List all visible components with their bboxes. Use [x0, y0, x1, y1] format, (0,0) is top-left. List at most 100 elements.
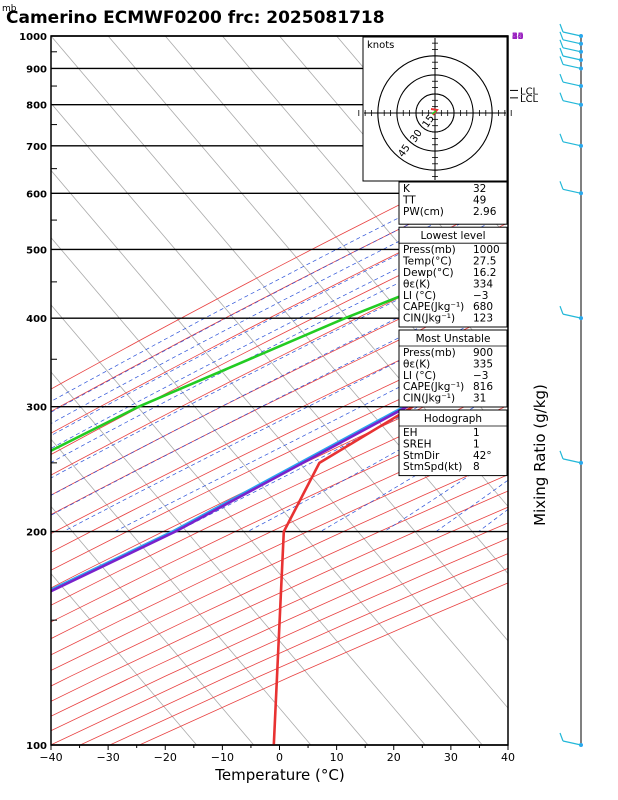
mixing-ratio-label: 2: [512, 32, 518, 42]
sounding-line-0: [272, 346, 508, 745]
temperature-tick-label: −20: [154, 751, 177, 764]
indices-top-row-label: TT: [402, 194, 416, 206]
mixing-ratio-label: 16: [512, 32, 524, 42]
temperature-tick-label: 0: [276, 751, 283, 764]
lowest-level-row-label: LI (°C): [403, 290, 436, 302]
dry-adiabat-line: [51, 490, 508, 702]
mixing-ratio-label: 35: [512, 32, 523, 42]
mixing-ratio-label: 6: [512, 32, 518, 42]
moist-adiabat-line: [51, 186, 508, 424]
dry-adiabat-line: [51, 404, 508, 623]
dry-adiabat-line: [51, 308, 508, 534]
pressure-tick-label: 700: [26, 142, 47, 153]
chart-title: Camerino ECMWF0200 frc: 2025081718: [6, 8, 385, 28]
wind-barb-column: [559, 23, 583, 747]
isotherm-line: [51, 573, 197, 745]
indices-top-box: [398, 181, 508, 225]
lowest-level-row-value: −3: [473, 290, 488, 302]
isotherm-line: [51, 371, 369, 745]
temperature-tick-label: 20: [387, 751, 401, 764]
temperature-tick-label: −40: [39, 751, 62, 764]
isotherm-line: [51, 304, 426, 745]
lowest-level-row-label: CIN(Jkg⁻¹): [403, 313, 455, 325]
dry-adiabat-line: [51, 506, 508, 717]
pressure-tick-label: 800: [26, 101, 47, 112]
most-unstable-row-label: θε(K): [403, 358, 430, 370]
dry-adiabat-line: [51, 386, 508, 606]
pressure-tick-label: 100: [26, 741, 47, 752]
most-unstable-row-label: CAPE(Jkg⁻¹): [403, 381, 464, 393]
indices-top-row-label: PW(cm): [403, 206, 444, 218]
stability-indices-panel: K 32 TT 49 PW(cm) 2.96 Lowest level Press(mb) 10…: [398, 181, 508, 477]
wind-barb-staff: [562, 55, 582, 61]
isotherm-line: [51, 36, 508, 575]
wind-barb-staff: [562, 100, 582, 106]
most-unstable-row-value: 335: [473, 358, 493, 370]
lowest-level-row-label: Temp(°C): [402, 256, 452, 268]
wind-barb-flag: [559, 31, 564, 41]
lcl-label: LCL: [520, 94, 539, 105]
mixing-ratio-label: 3: [512, 32, 518, 42]
most-unstable-row-value: −3: [473, 370, 488, 382]
hodograph-trace-2: [431, 110, 437, 115]
wind-barb-staff: [562, 31, 582, 37]
hodograph-indices-row-label: SREH: [403, 438, 432, 450]
wind-barb-flag: [559, 92, 564, 101]
dry-adiabat-line: [51, 175, 508, 412]
mixing-ratio-axis-label: Mixing Ratio (g/kg): [531, 384, 549, 526]
hodograph-title: knots: [367, 40, 394, 51]
dry-adiabat-line: [51, 422, 508, 640]
hodograph-indices-row-value: 1: [473, 438, 480, 450]
moist-adiabat-line: [51, 174, 508, 413]
moist-adiabat-line: [51, 244, 508, 479]
moist-adiabat-line: [51, 199, 508, 436]
sounding-profiles: [51, 251, 508, 745]
hodograph-indices-row-label: StmSpd(kt): [403, 461, 462, 473]
mixing-ratio-label: 10: [512, 32, 524, 42]
lowest-level-row-value: 334: [473, 278, 493, 290]
moist-adiabat-line: [51, 228, 508, 463]
pressure-tick-label: 900: [26, 64, 47, 75]
hodograph-indices-header: Hodograph: [424, 413, 482, 425]
mixing-ratio-label: 14: [512, 32, 524, 42]
hodograph-indices-row-value: 8: [473, 461, 480, 473]
wind-barb-flag: [559, 39, 564, 49]
most-unstable-row-label: Press(mb): [403, 347, 456, 359]
most-unstable-row-value: 31: [473, 393, 486, 405]
mixing-ratio-label: 25: [512, 32, 523, 42]
mixing-ratio-label: 12: [512, 32, 523, 42]
temperature-tick-label: 40: [501, 751, 515, 764]
wind-barb-flag: [559, 73, 564, 83]
pressure-tick-label: 500: [26, 245, 47, 256]
lowest-level-row-label: Dewp(°C): [403, 267, 454, 279]
pressure-tick-label: 600: [26, 189, 47, 200]
indices-top-row-value: 32: [473, 183, 486, 195]
moist-adiabat-line: [51, 213, 508, 449]
dry-adiabat-line: [51, 368, 508, 589]
isotherm-line: [222, 36, 508, 373]
dry-adiabat-line: [51, 266, 508, 496]
lcl-label: LCL: [520, 86, 539, 97]
lowest-level-row-value: 680: [473, 301, 493, 313]
hodograph-indices-row-value: 1: [473, 427, 480, 439]
lowest-level-row-value: 1000: [473, 244, 500, 256]
dry-adiabat-line: [51, 474, 508, 687]
wind-barb-flag: [559, 305, 564, 315]
lowest-level-header: Lowest level: [420, 230, 485, 242]
mixing-ratio-label: 20: [512, 32, 524, 42]
temperature-tick-label: 10: [330, 751, 344, 764]
isotherm-line: [51, 438, 312, 745]
wind-barb-staff: [562, 141, 582, 147]
wind-barb-staff: [562, 740, 582, 746]
wind-barb-flag: [559, 56, 564, 65]
pressure-tick-label: 400: [26, 314, 47, 325]
hodograph-indices-row-label: StmDir: [403, 450, 440, 462]
pressure-axis: 100 200 300 400 500 600 700 800 900 1000: [19, 32, 47, 752]
temperature-tick-label: 30: [444, 751, 458, 764]
hodograph-trace: [430, 108, 439, 116]
most-unstable-row-value: 900: [473, 347, 493, 359]
temperature-tick-label: −30: [97, 751, 120, 764]
